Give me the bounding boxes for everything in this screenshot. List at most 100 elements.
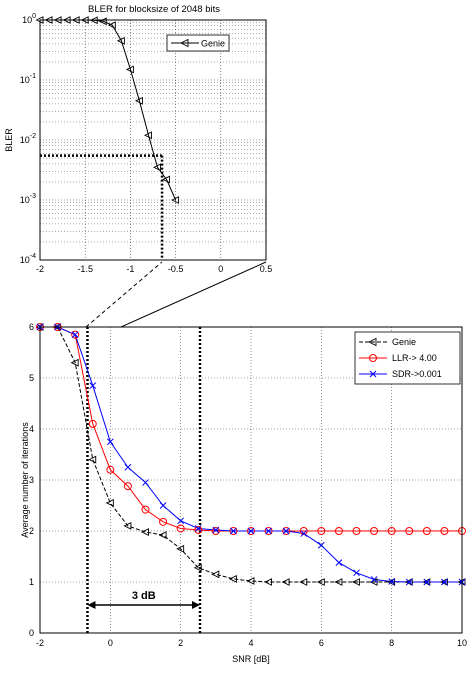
- bler-x-tick-label: -1: [126, 264, 134, 274]
- bler-data-point: [143, 131, 152, 140]
- iter-data-point: [353, 569, 360, 577]
- iter-y-tick-label: 6: [29, 322, 34, 332]
- iter-data-point: [351, 578, 360, 586]
- iter-x-tick-label: -2: [36, 638, 44, 648]
- bler-y-tick-label: 100: [22, 13, 36, 25]
- bler-data-point: [153, 163, 161, 172]
- iter-legend-genie-marker: [367, 337, 377, 347]
- iter-data-point: [106, 465, 115, 474]
- iter-data-point: [158, 531, 167, 540]
- iter-data-point: [89, 382, 97, 390]
- iter-data-point: [281, 578, 290, 586]
- zoom-connector-right: [120, 261, 267, 328]
- iter-data-point: [370, 576, 378, 583]
- iter-data-point: [228, 575, 237, 583]
- iter-x-tick-label: 2: [178, 638, 183, 648]
- iter-x-tick-label: 6: [319, 638, 324, 648]
- iter-data-point: [422, 527, 431, 535]
- iter-data-point: [211, 570, 220, 579]
- iter-data-point: [265, 527, 272, 535]
- three-db-annotation: 3 dB: [87, 590, 201, 609]
- bler-legend-marker: [179, 38, 189, 48]
- iter-data-point: [193, 563, 202, 572]
- iter-data-point: [317, 541, 325, 549]
- iter-data-point: [387, 578, 396, 586]
- iter-data-point: [334, 578, 343, 586]
- iter-data-point: [230, 527, 237, 535]
- iter-y-tick-label: 2: [29, 526, 34, 536]
- iter-data-point: [105, 499, 114, 507]
- iter-data-point: [441, 578, 448, 586]
- iter-data-point: [387, 527, 396, 535]
- iter-data-point: [71, 331, 79, 339]
- bler-grid: [39, 19, 267, 261]
- iter-data-point: [106, 438, 114, 446]
- iter-data-point: [124, 463, 132, 471]
- iter-plot-frame: [39, 326, 463, 634]
- iter-data-point: [212, 526, 220, 534]
- zoom-connectors: [85, 261, 267, 328]
- iter-data-point: [140, 528, 149, 536]
- iter-data-point: [405, 527, 414, 535]
- iter-data-point: [159, 517, 168, 526]
- iter-markers-group: [35, 323, 466, 586]
- bler-chart-title: BLER for blocksize of 2048 bits: [88, 4, 220, 15]
- three-db-label: 3 dB: [132, 590, 156, 602]
- bler-series-line: [40, 19, 177, 201]
- iter-data-point: [229, 527, 238, 535]
- iter-data-point: [142, 479, 149, 486]
- iter-data-point: [300, 530, 308, 537]
- bler-x-tick-label: -2: [36, 264, 44, 274]
- iter-x-axis-label: SNR [dB]: [232, 654, 270, 664]
- iter-data-point: [159, 502, 167, 509]
- bler-data-point: [125, 65, 134, 74]
- iter-data-point: [335, 559, 343, 566]
- iter-data-point: [388, 578, 396, 585]
- iter-data-point: [123, 521, 132, 530]
- iter-data-point: [88, 419, 97, 428]
- iter-data-point: [123, 482, 132, 491]
- iter-data-point: [423, 578, 431, 586]
- three-db-arrow-head-left: [87, 600, 96, 609]
- iter-data-point: [194, 525, 202, 532]
- iter-data-point: [405, 578, 413, 586]
- iter-legend-llr-label: LLR-> 4.00: [392, 353, 437, 363]
- iter-x-ticks: -2 0 2 4 6 8 10: [36, 638, 467, 648]
- bler-y-tick-label: 10-3: [20, 193, 36, 205]
- iter-y-axis-label: Average number of iterations: [20, 422, 30, 538]
- iter-x-tick-label: 8: [389, 638, 394, 648]
- bler-x-tick-label: 0: [218, 264, 223, 274]
- bler-x-tick-label: -0.5: [168, 264, 184, 274]
- bler-y-tick-label: 10-4: [20, 253, 36, 265]
- bler-data-point: [134, 96, 143, 105]
- iter-data-point: [404, 578, 413, 586]
- bler-legend: Genie: [166, 34, 230, 52]
- iter-data-point: [177, 517, 185, 525]
- iter-data-point: [247, 527, 255, 535]
- bler-x-ticks: -2 -1.5 -1 -0.5 0 0.5: [36, 264, 272, 274]
- iter-data-point: [439, 578, 448, 586]
- iter-legend-sdr-label: SDR->0.001: [392, 369, 442, 379]
- iter-data-point: [264, 578, 273, 586]
- iter-data-point: [299, 527, 308, 535]
- iter-data-point: [264, 527, 273, 535]
- iter-data-point: [247, 527, 255, 535]
- iter-legend-genie-label: Genie: [392, 337, 416, 347]
- iter-y-tick-label: 4: [29, 424, 34, 434]
- bler-data-point: [171, 196, 180, 204]
- bler-x-tick-label: 0.5: [260, 264, 273, 274]
- bler-y-tick-label: 10-2: [20, 133, 36, 145]
- iter-data-point: [176, 544, 185, 553]
- iter-legend: Genie LLR-> 4.00 SDR->0.001: [354, 331, 461, 385]
- zoom-connector-left: [85, 261, 163, 328]
- bler-data-point: [116, 36, 125, 45]
- iter-y-tick-label: 1: [29, 577, 34, 587]
- iter-legend-llr-marker: [369, 354, 377, 362]
- bler-y-ticks: 100 10-1 10-2 10-3 10-4: [20, 13, 36, 265]
- iter-legend-sdr-marker: [369, 370, 377, 378]
- iter-data-point: [352, 527, 361, 535]
- bler-y-tick-label: 10-1: [20, 73, 36, 85]
- iter-data-point: [194, 525, 203, 534]
